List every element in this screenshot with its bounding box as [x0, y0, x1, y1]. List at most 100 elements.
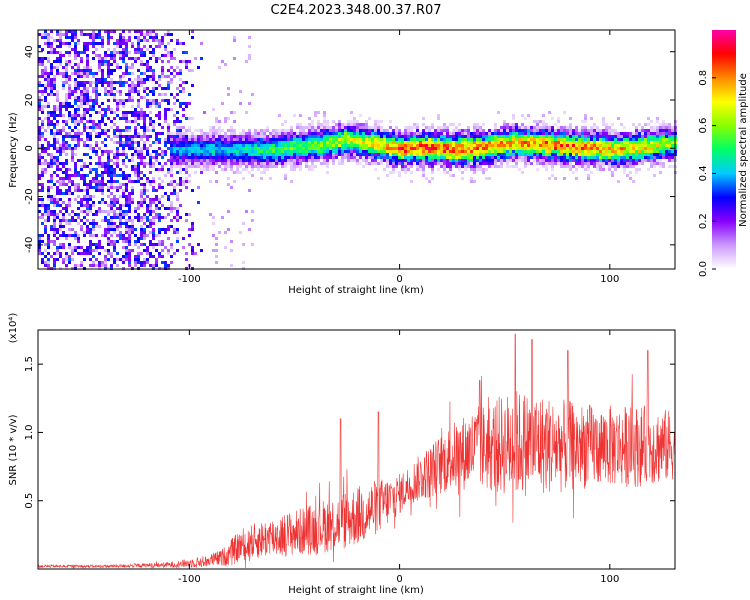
spectrogram-cell: [467, 150, 470, 153]
spectrogram-cell: [131, 120, 134, 123]
spectrogram-cell: [602, 117, 605, 120]
spectrogram-cell: [179, 183, 182, 186]
spectrogram-cell: [362, 156, 365, 159]
spectrogram-cell: [602, 123, 605, 126]
spectrogram-cell: [482, 138, 485, 141]
spectrogram-cell: [101, 75, 104, 78]
spectrogram-cell: [179, 180, 182, 183]
spectrogram-cell: [65, 120, 68, 123]
spectrogram-cell: [533, 156, 536, 159]
spectrogram-cell: [74, 174, 77, 177]
spectrogram-cell: [155, 99, 158, 102]
spectrogram-cell: [167, 75, 170, 78]
spectrogram-cell: [320, 147, 323, 150]
spectrogram-cell: [227, 159, 230, 162]
spectrogram-cell: [617, 135, 620, 138]
spectrogram-cell: [362, 144, 365, 147]
spectrogram-cell: [446, 144, 449, 147]
spectrogram-cell: [293, 135, 296, 138]
spectrogram-cell: [395, 159, 398, 162]
spectrogram-cell: [290, 153, 293, 156]
spectrogram-cell: [98, 243, 101, 246]
spectrogram-cell: [191, 189, 194, 192]
spectrogram-cell: [107, 135, 110, 138]
spectrogram-cell: [95, 171, 98, 174]
spectrogram-cell: [353, 132, 356, 135]
spectrogram-cell: [440, 126, 443, 129]
spectrogram-cell: [80, 93, 83, 96]
spectrogram-cell: [119, 129, 122, 132]
spectrogram-cell: [470, 150, 473, 153]
spectrogram-cell: [50, 165, 53, 168]
spectrogram-cell: [41, 84, 44, 87]
spectrogram-cell: [89, 246, 92, 249]
spectrogram-cell: [77, 201, 80, 204]
spectrogram-cell: [116, 258, 119, 261]
spectrogram-cell: [197, 153, 200, 156]
spectrogram-cell: [215, 261, 218, 264]
spectrogram-cell: [152, 120, 155, 123]
spectrogram-cell: [170, 66, 173, 69]
spectrogram-cell: [101, 165, 104, 168]
spectrogram-cell: [254, 135, 257, 138]
spectrogram-cell: [422, 132, 425, 135]
spectrogram-cell: [539, 144, 542, 147]
spectrogram-cell: [581, 156, 584, 159]
spectrogram-cell: [515, 135, 518, 138]
spectrogram-cell: [563, 177, 566, 180]
spectrogram-cell: [596, 150, 599, 153]
spectrogram-cell: [671, 153, 674, 156]
spectrogram-cell: [44, 105, 47, 108]
spectrogram-cell: [65, 132, 68, 135]
spectrogram-cell: [293, 144, 296, 147]
spectrogram-cell: [254, 159, 257, 162]
spectrogram-cell: [461, 135, 464, 138]
spectrogram-cell: [203, 141, 206, 144]
spectrogram-cell: [104, 231, 107, 234]
spectrogram-cell: [149, 51, 152, 54]
spectrogram-cell: [191, 135, 194, 138]
spectrogram-cell: [122, 177, 125, 180]
spectrogram-cell: [74, 249, 77, 252]
spectrogram-cell: [296, 141, 299, 144]
spectrogram-cell: [125, 51, 128, 54]
spectrogram-cell: [608, 156, 611, 159]
spectrogram-cell: [47, 105, 50, 108]
spectrogram-cell: [545, 123, 548, 126]
spectrogram-cell: [638, 129, 641, 132]
spectrogram-cell: [125, 129, 128, 132]
spectrogram-cell: [146, 246, 149, 249]
spectrogram-cell: [188, 180, 191, 183]
spectrogram-cell: [230, 240, 233, 243]
spectrogram-cell: [110, 264, 113, 267]
spectrogram-cell: [101, 219, 104, 222]
spectrogram-cell: [53, 228, 56, 231]
spectrogram-cell: [77, 39, 80, 42]
spectrogram-cell: [149, 153, 152, 156]
spectrogram-cell: [62, 147, 65, 150]
spectrogram-cell: [50, 210, 53, 213]
spectrogram-cell: [74, 120, 77, 123]
spectrogram-cell: [272, 135, 275, 138]
spectrogram-cell: [197, 150, 200, 153]
spectrogram-cell: [146, 87, 149, 90]
spectrogram-cell: [179, 126, 182, 129]
spectrogram-cell: [101, 201, 104, 204]
spectrogram-cell: [590, 138, 593, 141]
spectrogram-cell: [38, 117, 41, 120]
spectrogram-cell: [113, 48, 116, 51]
spectrogram-cell: [134, 171, 137, 174]
spectrogram-cell: [176, 126, 179, 129]
spectrogram-cell: [230, 264, 233, 267]
spectrogram-cell: [281, 144, 284, 147]
spectrogram-cell: [260, 177, 263, 180]
spectrogram-cell: [389, 171, 392, 174]
spectrogram-cell: [251, 156, 254, 159]
spectrogram-cell: [506, 150, 509, 153]
spectrogram-cell: [116, 102, 119, 105]
spectrogram-cell: [143, 78, 146, 81]
spectrogram-cell: [641, 129, 644, 132]
spectrogram-cell: [110, 165, 113, 168]
spectrogram-cell: [608, 144, 611, 147]
spectrogram-cell: [527, 162, 530, 165]
